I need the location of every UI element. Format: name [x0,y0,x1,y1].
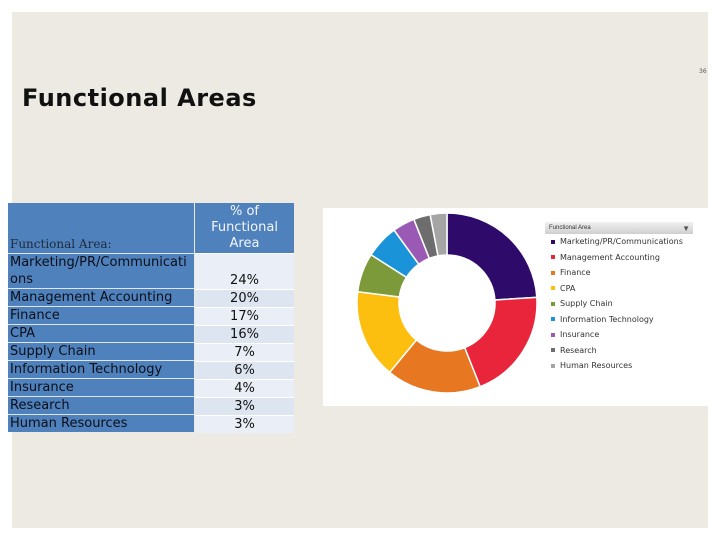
page-number: 36 [699,68,707,75]
pct-cell: 6% [195,361,294,379]
legend-item[interactable]: Finance [545,265,693,281]
table-row: Information Technology [8,360,194,378]
legend-header: Functional Area ▼ [545,222,693,234]
legend-swatch [551,301,555,306]
legend-swatch [551,270,555,275]
legend-swatch [551,317,555,322]
table-row: Human Resources [8,414,194,432]
legend-label: Supply Chain [560,299,613,308]
pct-cell: 20% [195,289,294,307]
legend-label: Research [560,345,597,355]
pct-cell: 16% [195,325,294,343]
table-row: Insurance [8,378,194,396]
legend-item[interactable]: Marketing/PR/Communications [545,234,693,250]
legend-label: Finance [560,268,591,277]
table-row: Finance [8,306,194,324]
legend-label: Information Technology [560,314,654,324]
pct-cell: 4% [195,379,294,397]
donut-chart [356,212,538,394]
legend-item[interactable]: Information Technology [545,312,693,328]
legend-label: Human Resources [560,361,633,370]
legend-swatch [551,255,555,260]
legend-swatch [551,363,555,368]
legend-title: Functional Area [549,225,591,231]
table-row: Supply Chain [8,342,194,360]
donut-slice-0 [446,212,538,301]
legend-item[interactable]: Management Accounting [545,250,693,266]
legend-item[interactable]: Insurance [545,327,693,343]
pct-cell: 24% [195,253,294,289]
donut-slice-8 [429,212,448,257]
table-row: Marketing/PR/Communications [8,253,194,288]
table-row: Research [8,396,194,414]
pct-table: % of Functional Area 24% 20% 17% 16% 7% … [195,203,294,433]
legend-item[interactable]: Research [545,343,693,359]
area-column-header-label: Functional Area: [10,237,112,251]
pct-cell: 3% [195,415,294,433]
legend-swatch [551,286,555,291]
filter-icon[interactable]: ▼ [682,224,690,233]
legend-label: Management Accounting [560,252,660,262]
area-column-header: Functional Area: [8,203,194,253]
area-table: Functional Area: Marketing/PR/Communicat… [8,203,194,432]
pct-cell: 17% [195,307,294,325]
legend-label: Marketing/PR/Communications [560,237,683,246]
legend-label: CPA [560,283,576,293]
legend-swatch [551,239,555,244]
chart-legend: Functional Area ▼ Marketing/PR/Communica… [545,222,693,374]
donut-chart-panel [323,208,708,406]
legend-item[interactable]: Human Resources [545,358,693,374]
pct-cell: 7% [195,343,294,361]
legend-swatch [551,332,555,337]
table-row: Management Accounting [8,288,194,306]
legend-item[interactable]: CPA [545,281,693,297]
page-title: Functional Areas [22,84,257,112]
legend-swatch [551,348,555,353]
pct-cell: 3% [195,397,294,415]
table-row: CPA [8,324,194,342]
pct-column-header: % of Functional Area [195,203,294,253]
legend-label: Insurance [560,330,600,339]
legend-item[interactable]: Supply Chain [545,296,693,312]
